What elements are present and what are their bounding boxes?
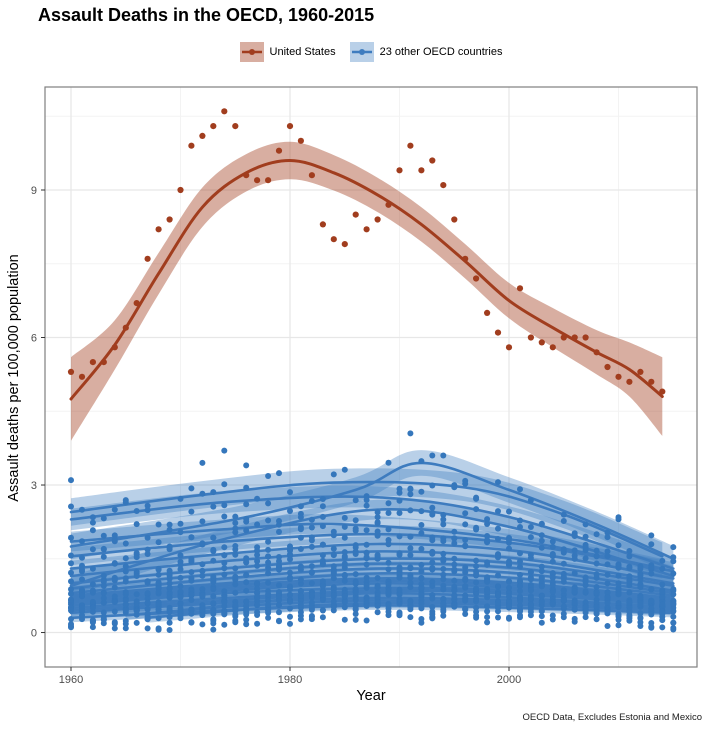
oecd-series [68,430,677,633]
legend: United States 23 other OECD countries [45,40,697,64]
oecd-smooth-swatch-icon [349,42,374,62]
y-tick-label: 6 [31,333,37,345]
x-tick-label: 2000 [497,674,521,686]
us-series [67,108,666,441]
us-smooth-swatch-icon [239,42,264,62]
y-tick-label: 3 [31,480,37,492]
caption: OECD Data, Excludes Estonia and Mexico [522,712,702,723]
y-tick-label: 0 [31,628,37,640]
x-tick-label: 1980 [278,674,302,686]
x-axis-title: Year [356,688,386,704]
chart-title: Assault Deaths in the OECD, 1960-2015 [38,5,375,25]
panel-background [45,87,697,667]
legend-key-oecd: 23 other OECD countries [349,42,503,62]
axes: 1960 1980 2000 0 3 6 9 [31,86,698,686]
y-tick-label: 9 [31,185,37,197]
x-tick-label: 1960 [59,674,83,686]
legend-key-united-states: United States [239,42,336,62]
y-axis-title: Assault deaths per 100,000 population [6,254,22,502]
legend-label-united-states: United States [269,46,336,58]
legend-label-oecd: 23 other OECD countries [379,46,503,58]
